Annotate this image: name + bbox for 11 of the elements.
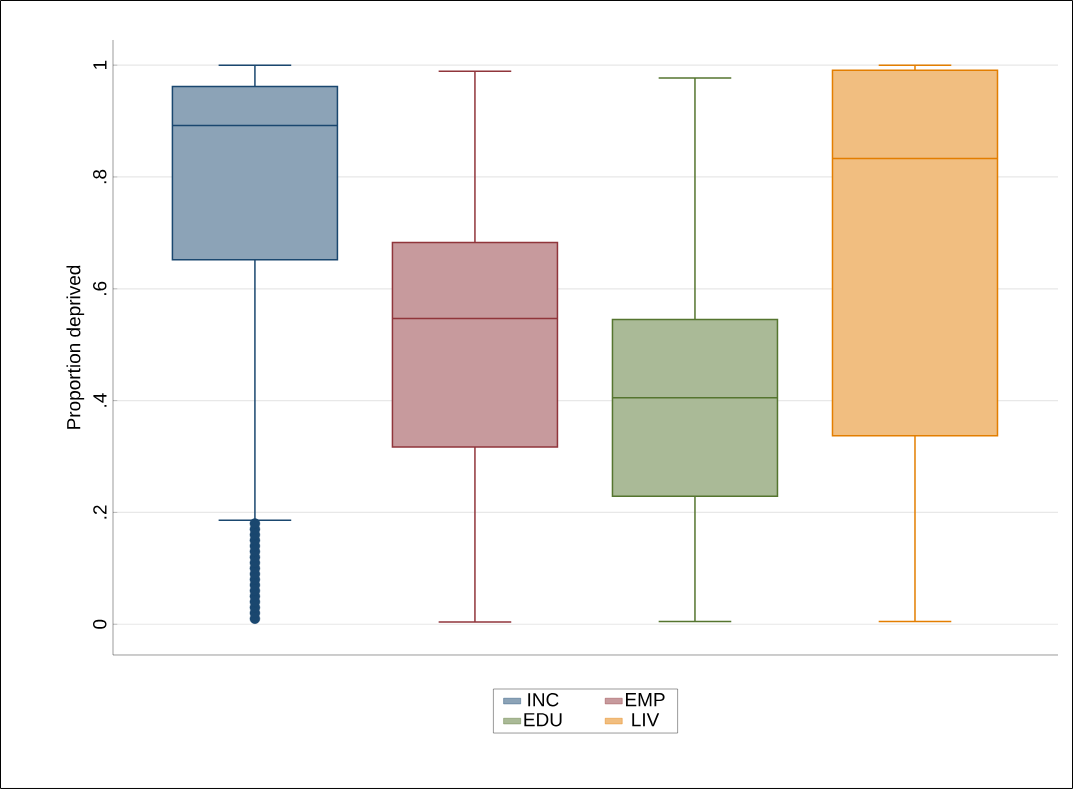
legend-label: LIV: [632, 713, 660, 727]
y-tick-label: .4: [93, 393, 107, 407]
legend-label: INC: [528, 693, 559, 707]
legend-label: EMP: [626, 693, 665, 707]
legend-label: EDU: [524, 713, 562, 727]
y-tick-label: .8: [93, 169, 107, 184]
y-tick-label: .2: [93, 505, 107, 519]
y-tick-label: .6: [93, 281, 107, 295]
y-tick-label: 0: [93, 619, 107, 629]
y-axis-title: Proportion deprived: [66, 265, 85, 429]
y-tick-label: 1: [93, 60, 107, 69]
